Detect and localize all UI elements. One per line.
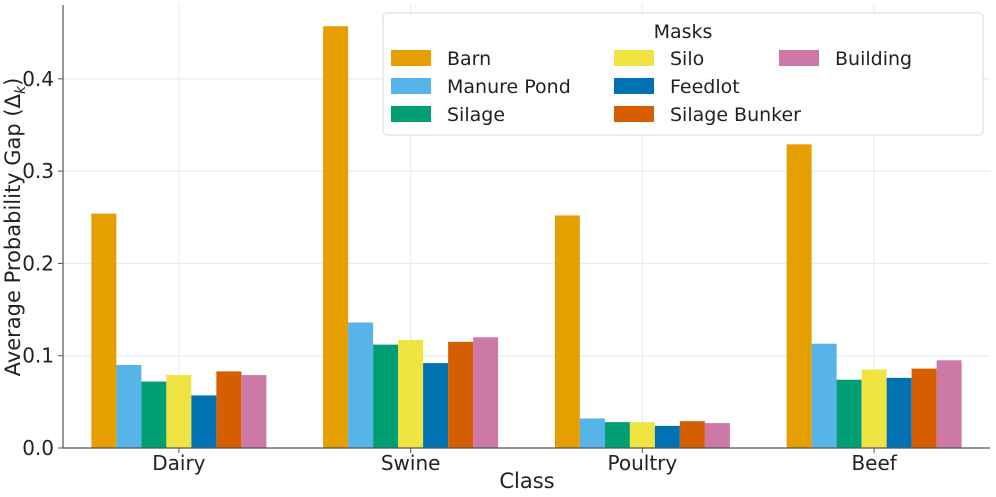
x-tick-label: Beef [851, 451, 897, 475]
bar [679, 421, 705, 448]
bar [604, 422, 630, 448]
y-tick-label: 0.4 [22, 67, 54, 91]
bar [323, 26, 349, 449]
legend-label: Building [835, 48, 912, 70]
bar [473, 337, 499, 448]
legend-swatch [614, 78, 654, 94]
bar [704, 423, 730, 448]
bar [141, 381, 167, 448]
x-tick-label: Dairy [152, 451, 205, 475]
x-tick-label: Swine [381, 451, 441, 475]
legend-item: Barn [391, 48, 491, 70]
y-axis-label-subscript: k [13, 85, 29, 94]
bar [191, 395, 217, 448]
bar [423, 363, 449, 448]
bar [836, 379, 862, 448]
y-axis-label-main: Average Probability Gap (Δ [1, 93, 25, 376]
legend-item: Manure Pond [391, 76, 571, 98]
legend-items: Barn Manure Pond Silage Silo Feedlot Silage B… [391, 48, 912, 126]
y-axis-label: Average Probability Gap (Δk) [1, 78, 29, 377]
bar [348, 322, 374, 448]
bar [241, 375, 267, 448]
y-axis-label-suffix: ) [1, 78, 25, 86]
bar [629, 422, 655, 448]
bar [936, 360, 962, 448]
legend-swatch [779, 50, 819, 66]
bar [116, 364, 142, 448]
bar [786, 144, 812, 448]
legend-title: Masks [654, 21, 713, 43]
x-ticks: Dairy Swine Poultry Beef [152, 448, 898, 475]
legend-swatch [391, 106, 431, 122]
legend-item: Silage [391, 104, 505, 126]
y-tick-label: 0.0 [22, 436, 54, 460]
bar [448, 341, 474, 448]
legend-frame [382, 12, 984, 136]
legend-label: Manure Pond [447, 76, 571, 98]
legend-label: Barn [447, 48, 491, 70]
y-tick-label: 0.3 [22, 159, 54, 183]
legend-item: Feedlot [614, 76, 740, 98]
legend-swatch [614, 50, 654, 66]
bar [91, 213, 117, 448]
legend-label: Feedlot [670, 76, 740, 98]
legend: Masks Barn Manure Pond Silage Silo Feedlot Si… [382, 12, 984, 136]
bars [91, 26, 962, 449]
y-tick-label: 0.2 [22, 251, 54, 275]
legend-swatch [391, 78, 431, 94]
bar [654, 425, 680, 448]
legend-item: Building [779, 48, 912, 70]
legend-label: Silo [670, 48, 704, 70]
bar [861, 369, 887, 448]
x-axis-label: Class [499, 469, 554, 493]
legend-item: Silo [614, 48, 704, 70]
x-tick-label: Poultry [608, 451, 678, 475]
y-tick-label: 0.1 [22, 344, 54, 368]
legend-label: Silage Bunker [670, 104, 801, 126]
legend-label: Silage [447, 104, 505, 126]
bar [811, 343, 837, 448]
y-ticks: 0.0 0.1 0.2 0.3 0.4 [22, 67, 63, 460]
bar [554, 215, 580, 448]
bar [216, 371, 242, 448]
bar [911, 368, 937, 448]
bar [373, 344, 399, 448]
legend-swatch [614, 106, 654, 122]
bar [398, 340, 424, 448]
bar [166, 375, 192, 448]
legend-item: Silage Bunker [614, 104, 801, 126]
bar [886, 377, 912, 448]
bar [579, 418, 605, 448]
legend-swatch [391, 50, 431, 66]
